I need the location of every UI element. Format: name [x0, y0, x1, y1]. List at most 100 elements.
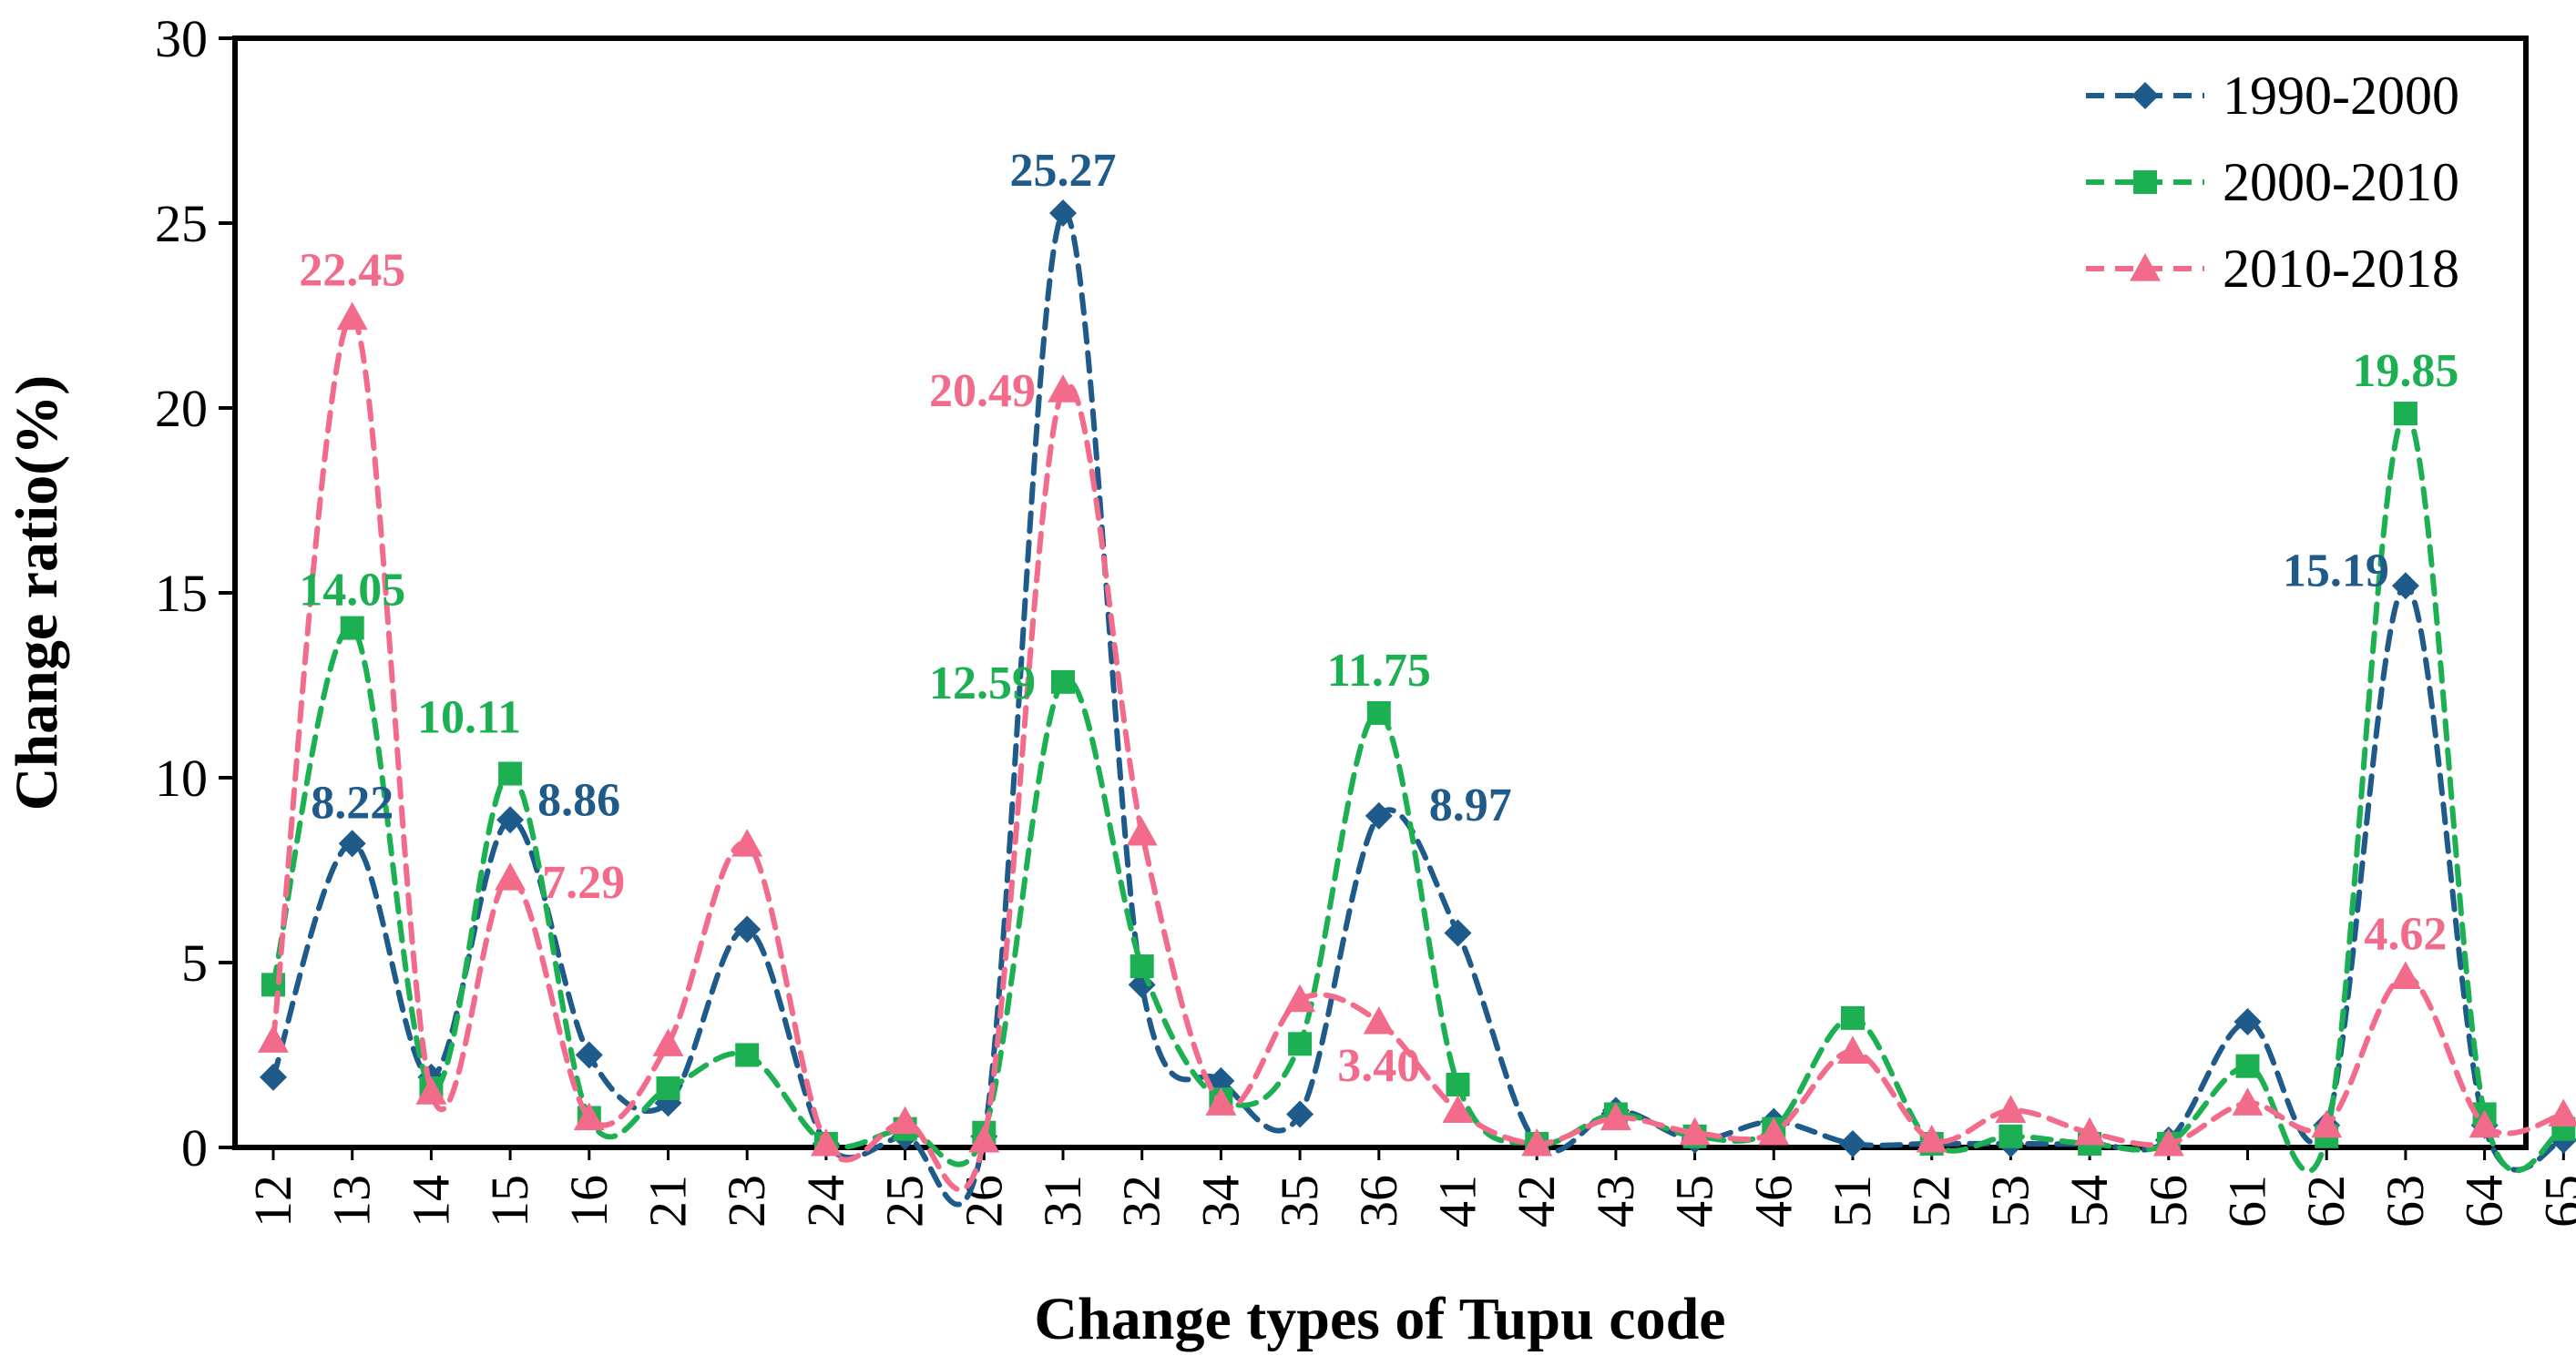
data-point	[2234, 1007, 2262, 1035]
data-point	[2469, 1109, 2500, 1138]
data-label: 4.62	[2364, 908, 2447, 960]
data-label: 8.97	[1429, 780, 1512, 831]
data-point	[2389, 961, 2421, 990]
data-label: 3.40	[1337, 1040, 1420, 1092]
series-2010-2018	[258, 301, 2576, 1193]
data-label: 14.05	[299, 565, 405, 617]
x-tick-label: 61	[2218, 1175, 2277, 1228]
series-line	[271, 209, 2567, 1208]
series-layer	[258, 199, 2576, 1208]
x-tick-label: 62	[2296, 1175, 2356, 1228]
data-point	[810, 1127, 842, 1157]
x-tick-label: 36	[1349, 1175, 1408, 1228]
data-label: 7.29	[542, 857, 625, 909]
x-tick-label: 15	[480, 1175, 539, 1228]
data-point	[338, 830, 366, 858]
y-tick-label: 20	[155, 379, 208, 438]
y-tick-label: 5	[181, 933, 208, 993]
data-point	[1998, 1124, 2023, 1148]
data-point	[2232, 1087, 2264, 1116]
data-point	[1442, 1095, 1474, 1123]
legend-marker	[2133, 170, 2157, 194]
legend-label: 1990-2000	[2223, 66, 2459, 126]
legend-label: 2000-2010	[2223, 152, 2459, 212]
data-point	[1521, 1127, 1553, 1157]
data-point	[968, 1124, 1000, 1153]
data-label: 12.59	[929, 658, 1036, 709]
x-tick-label: 45	[1665, 1175, 1724, 1228]
data-label: 25.27	[1010, 145, 1117, 197]
data-point	[889, 1106, 921, 1135]
data-point	[1758, 1116, 1790, 1146]
legend-marker	[2131, 82, 2159, 109]
data-point	[1284, 984, 1316, 1013]
data-point	[2074, 1116, 2106, 1146]
data-point	[1286, 1100, 1314, 1128]
x-tick-label: 63	[2376, 1175, 2435, 1228]
x-tick-label: 31	[1033, 1175, 1092, 1228]
x-tick-label: 34	[1191, 1175, 1250, 1228]
data-label: 15.19	[2283, 545, 2389, 596]
data-point	[731, 829, 763, 857]
data-point	[573, 1102, 605, 1131]
y-tick-label: 15	[155, 564, 208, 623]
x-tick-label: 35	[1270, 1175, 1329, 1228]
data-point	[260, 1063, 287, 1091]
data-label: 11.75	[1327, 645, 1431, 697]
x-tick-label: 24	[796, 1175, 855, 1228]
data-label: 22.45	[299, 245, 405, 297]
data-point	[1444, 919, 1472, 947]
legend-item: 2000-2010	[2086, 152, 2459, 212]
data-label: 20.49	[929, 365, 1036, 417]
data-point	[1049, 199, 1077, 228]
data-label: 8.86	[537, 774, 620, 826]
x-tick-label: 46	[1743, 1175, 1803, 1228]
data-point	[1366, 700, 1391, 725]
x-tick-label: 25	[875, 1175, 935, 1228]
data-point	[2391, 572, 2419, 600]
data-point	[735, 1043, 760, 1067]
x-tick-label: 51	[1823, 1175, 1882, 1228]
data-point	[258, 1024, 289, 1053]
data-point	[495, 862, 526, 891]
data-point	[656, 1076, 680, 1101]
data-point	[575, 1041, 603, 1069]
x-tick-label: 56	[2139, 1175, 2198, 1228]
data-point	[1051, 669, 1075, 694]
data-point	[2548, 1098, 2576, 1127]
data-label: 10.11	[417, 692, 521, 744]
data-point	[1048, 374, 1078, 403]
data-point	[1205, 1087, 1237, 1116]
data-point	[1288, 1032, 1313, 1056]
x-tick-label: 13	[322, 1175, 382, 1228]
data-point	[1679, 1116, 1711, 1146]
legend-marker	[2130, 253, 2161, 281]
x-tick-label: 65	[2533, 1175, 2576, 1228]
data-point	[2152, 1127, 2184, 1157]
x-tick-label: 12	[243, 1175, 302, 1228]
data-point	[340, 616, 364, 640]
legend: 1990-2000 2000-2010 2010-2018	[2086, 66, 2459, 299]
data-labels: 8.22 8.86 25.27 8.97 15.19 14.05 10.11 12.59 11.…	[299, 145, 2458, 1092]
x-axis-title: Change types of Tupu code	[1034, 1286, 1725, 1352]
x-tick-label: 64	[2455, 1175, 2514, 1228]
data-point	[652, 1028, 684, 1056]
data-point	[336, 301, 368, 331]
x-tick-label: 52	[1902, 1175, 1961, 1228]
x-tick-label: 43	[1586, 1175, 1645, 1228]
data-point	[1839, 1129, 1866, 1157]
x-tick-label: 21	[639, 1175, 698, 1228]
x-tick-label: 16	[559, 1175, 618, 1228]
data-point	[1126, 817, 1158, 846]
data-point	[1365, 801, 1393, 830]
data-point	[733, 915, 762, 943]
x-axis: 12 13 14 15 16 21 23 24 25 26 31 32 34 35 36 41 42 43 45 46…	[243, 1147, 2576, 1228]
legend-item: 2010-2018	[2086, 239, 2459, 299]
data-point	[498, 761, 523, 786]
x-tick-label: 53	[1980, 1175, 2039, 1228]
legend-item: 1990-2000	[2086, 66, 2459, 126]
data-label: 8.22	[311, 777, 394, 829]
x-tick-label: 41	[1428, 1175, 1487, 1228]
x-tick-label: 42	[1507, 1175, 1566, 1228]
y-tick-label: 0	[181, 1118, 208, 1177]
